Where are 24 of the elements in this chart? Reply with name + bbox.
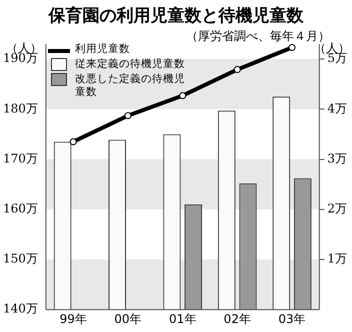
y2-tick-label: 3万	[327, 151, 348, 166]
y-tick-label: 170万	[3, 151, 38, 166]
legend-label: 利用児童数	[75, 43, 131, 56]
y-tick-label: 150万	[3, 252, 38, 266]
x-tick-label: 02年	[224, 312, 251, 326]
chart-subtitle: （厚労省調べ、毎年４月）	[186, 28, 330, 43]
legend-label: 改悪した定義の待機児童数	[75, 73, 186, 99]
x-tick-label: 00年	[114, 312, 142, 326]
point	[288, 44, 296, 52]
y-tick-label: 140万	[3, 302, 38, 316]
legend-label: 従来定義の待機児童数	[75, 58, 186, 71]
x-tick-label: 99年	[60, 312, 87, 326]
y-tick-label: 160万	[3, 202, 38, 216]
point	[70, 138, 77, 146]
y2-tick-label: 2万	[327, 202, 348, 216]
chart-title: 保育園の利用児童数と待機児童数	[47, 5, 304, 27]
y-tick-label: 180万	[3, 101, 38, 116]
point	[234, 66, 241, 74]
y2-tick-label: 1万	[327, 252, 348, 266]
x-tick-label: 01年	[168, 312, 196, 326]
point	[179, 92, 186, 100]
point	[124, 112, 132, 120]
x-tick-label: 03年	[278, 312, 306, 326]
y2-tick-label: 4万	[327, 101, 348, 116]
